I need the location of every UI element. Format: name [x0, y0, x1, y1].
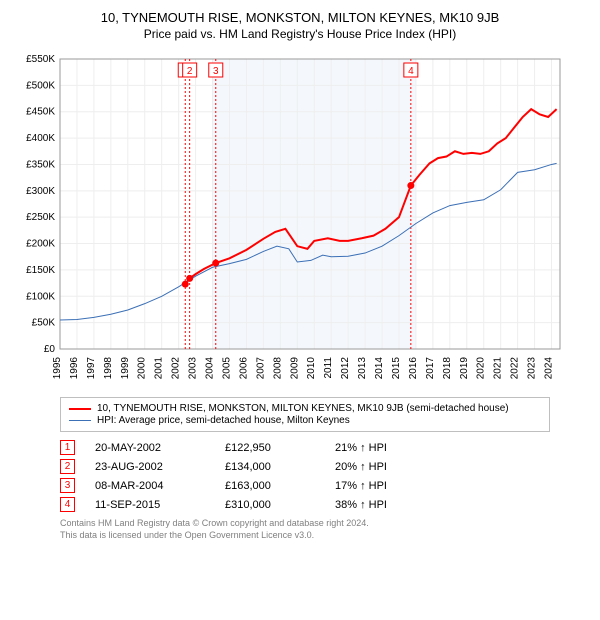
- event-delta: 20% ↑ HPI: [335, 461, 455, 473]
- svg-text:2011: 2011: [323, 357, 334, 379]
- legend-item: HPI: Average price, semi-detached house,…: [69, 415, 541, 426]
- legend: 10, TYNEMOUTH RISE, MONKSTON, MILTON KEY…: [60, 397, 550, 432]
- svg-text:£500K: £500K: [26, 80, 55, 91]
- svg-text:2009: 2009: [289, 357, 300, 380]
- svg-text:2001: 2001: [154, 357, 165, 380]
- svg-text:1998: 1998: [103, 357, 114, 380]
- svg-text:2004: 2004: [205, 357, 216, 380]
- svg-text:£100K: £100K: [26, 291, 55, 302]
- event-marker: 1: [60, 440, 75, 455]
- event-date: 08-MAR-2004: [95, 480, 225, 492]
- svg-text:£150K: £150K: [26, 265, 55, 276]
- chart-title: 10, TYNEMOUTH RISE, MONKSTON, MILTON KEY…: [10, 10, 590, 25]
- svg-text:2021: 2021: [493, 357, 504, 380]
- svg-text:2016: 2016: [408, 357, 419, 380]
- event-price: £163,000: [225, 480, 335, 492]
- footer-line-2: This data is licensed under the Open Gov…: [60, 530, 590, 542]
- svg-text:£400K: £400K: [26, 133, 55, 144]
- svg-text:£250K: £250K: [26, 212, 55, 223]
- svg-text:£350K: £350K: [26, 159, 55, 170]
- svg-text:2005: 2005: [221, 357, 232, 380]
- event-row: 4 11-SEP-2015£310,00038% ↑ HPI: [60, 497, 590, 512]
- event-delta: 38% ↑ HPI: [335, 499, 455, 511]
- event-row: 2 23-AUG-2002£134,00020% ↑ HPI: [60, 459, 590, 474]
- legend-label: HPI: Average price, semi-detached house,…: [97, 415, 350, 426]
- svg-text:1999: 1999: [120, 357, 131, 380]
- chart: £0 £50K £100K £150K £200K £250K £300K £350K £400…: [10, 49, 590, 389]
- svg-text:2003: 2003: [188, 357, 199, 380]
- svg-text:2006: 2006: [238, 357, 249, 380]
- legend-label: 10, TYNEMOUTH RISE, MONKSTON, MILTON KEY…: [97, 403, 509, 414]
- svg-text:2010: 2010: [306, 357, 317, 380]
- svg-text:2008: 2008: [272, 357, 283, 380]
- event-marker: 2: [60, 459, 75, 474]
- event-price: £134,000: [225, 461, 335, 473]
- svg-text:1995: 1995: [52, 357, 63, 380]
- svg-text:2: 2: [187, 66, 193, 77]
- chart-container: 10, TYNEMOUTH RISE, MONKSTON, MILTON KEY…: [0, 0, 600, 551]
- svg-text:2017: 2017: [425, 357, 436, 380]
- svg-text:2012: 2012: [340, 357, 351, 380]
- svg-text:1997: 1997: [86, 357, 97, 380]
- svg-text:2002: 2002: [171, 357, 182, 380]
- footer: Contains HM Land Registry data © Crown c…: [60, 518, 590, 541]
- svg-text:2007: 2007: [255, 357, 266, 380]
- svg-text:£0: £0: [44, 344, 56, 355]
- event-row: 1 20-MAY-2002£122,95021% ↑ HPI: [60, 440, 590, 455]
- event-delta: 17% ↑ HPI: [335, 480, 455, 492]
- event-date: 11-SEP-2015: [95, 499, 225, 511]
- svg-text:2014: 2014: [374, 357, 385, 380]
- chart-subtitle: Price paid vs. HM Land Registry's House …: [10, 27, 590, 41]
- event-marker: 4: [60, 497, 75, 512]
- svg-text:£300K: £300K: [26, 186, 55, 197]
- svg-text:£50K: £50K: [32, 318, 56, 329]
- svg-text:2023: 2023: [527, 357, 538, 380]
- svg-text:£550K: £550K: [26, 54, 55, 65]
- footer-line-1: Contains HM Land Registry data © Crown c…: [60, 518, 590, 530]
- svg-text:3: 3: [213, 66, 219, 77]
- events-table: 1 20-MAY-2002£122,95021% ↑ HPI 2 23-AUG-200…: [60, 440, 590, 512]
- event-price: £122,950: [225, 442, 335, 454]
- event-row: 3 08-MAR-2004£163,00017% ↑ HPI: [60, 478, 590, 493]
- svg-text:£200K: £200K: [26, 239, 55, 250]
- svg-text:2015: 2015: [391, 357, 402, 380]
- event-date: 20-MAY-2002: [95, 442, 225, 454]
- event-date: 23-AUG-2002: [95, 461, 225, 473]
- event-price: £310,000: [225, 499, 335, 511]
- event-marker: 3: [60, 478, 75, 493]
- legend-swatch: [69, 420, 91, 421]
- chart-svg: £0 £50K £100K £150K £200K £250K £300K £350K £400…: [10, 49, 570, 389]
- svg-text:1996: 1996: [69, 357, 80, 380]
- svg-text:2020: 2020: [476, 357, 487, 380]
- event-delta: 21% ↑ HPI: [335, 442, 455, 454]
- svg-text:2022: 2022: [510, 357, 521, 380]
- svg-text:2024: 2024: [544, 357, 555, 380]
- svg-text:2000: 2000: [137, 357, 148, 380]
- svg-text:2019: 2019: [459, 357, 470, 380]
- svg-text:2018: 2018: [442, 357, 453, 380]
- svg-text:2013: 2013: [357, 357, 368, 380]
- legend-swatch: [69, 408, 91, 410]
- svg-text:£450K: £450K: [26, 107, 55, 118]
- legend-item: 10, TYNEMOUTH RISE, MONKSTON, MILTON KEY…: [69, 403, 541, 414]
- svg-text:4: 4: [408, 66, 414, 77]
